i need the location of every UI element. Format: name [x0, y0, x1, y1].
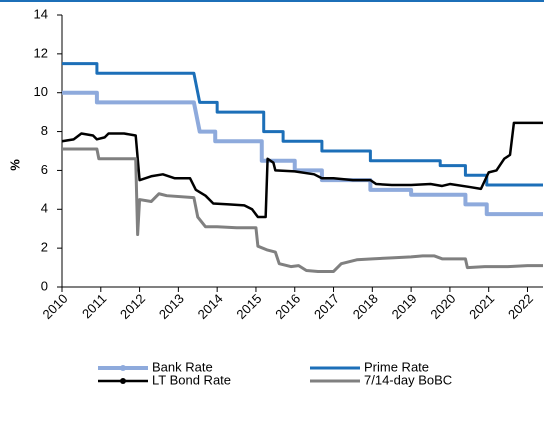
- x-tick-label: 2013: [156, 291, 187, 322]
- y-tick-label: 8: [41, 123, 48, 138]
- legend-label: Prime Rate: [364, 359, 429, 374]
- x-tick-label: 2016: [272, 291, 303, 322]
- x-tick-label: 2019: [389, 291, 420, 322]
- x-tick-label: 2011: [79, 291, 109, 321]
- legend-label: 7/14-day BoBC: [364, 372, 452, 387]
- legend-label: LT Bond Rate: [152, 372, 231, 387]
- top-border: [0, 0, 544, 2]
- y-tick-label: 4: [41, 201, 48, 216]
- y-tick-label: 10: [34, 84, 48, 99]
- y-tick-label: 0: [41, 278, 48, 293]
- legend-label: Bank Rate: [152, 359, 213, 374]
- x-tick-label: 2017: [311, 291, 342, 322]
- y-tick-label: 14: [34, 6, 48, 21]
- legend-marker: [120, 378, 126, 384]
- series-line: [62, 62, 543, 187]
- x-tick-label: 2021: [466, 291, 497, 322]
- y-tick-label: 12: [34, 45, 48, 60]
- x-tick-label: 2018: [350, 291, 381, 322]
- legend-marker: [120, 365, 126, 371]
- x-tick-label: 2014: [195, 291, 226, 322]
- series-line: [62, 90, 543, 217]
- y-axis-label: %: [7, 159, 22, 171]
- x-tick-label: 2020: [427, 291, 458, 322]
- series-line: [62, 147, 543, 273]
- y-tick-label: 6: [41, 162, 48, 177]
- x-tick-label: 2015: [233, 291, 264, 322]
- x-tick-label: 2022: [505, 291, 536, 322]
- x-tick-label: 2012: [117, 291, 148, 322]
- series-line: [61, 121, 543, 219]
- y-tick-label: 2: [41, 240, 48, 255]
- x-tick-label: 2010: [39, 291, 70, 322]
